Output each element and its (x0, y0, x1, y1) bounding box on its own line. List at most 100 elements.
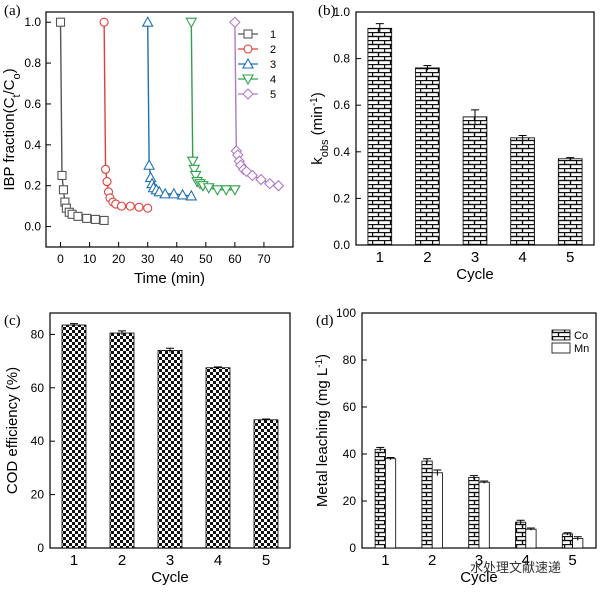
bar-cycle-5 (253, 419, 279, 549)
legend-label-2: 2 (270, 44, 276, 56)
y-tick-label: 0.2 (333, 191, 350, 205)
panel-c-bar-chart: 0 20 40 60 80 1 2 3 4 5 Cycle (c) COD efficiency (%) (4, 312, 291, 586)
data-point-series-4 (185, 17, 198, 29)
y-axis-label-sup: -1 (309, 97, 320, 106)
x-tick-label: 5 (262, 552, 270, 569)
y-tick-label-a: 1.0 (24, 15, 41, 29)
y-tick-label: 0 (349, 541, 356, 555)
panel-label: (c) (4, 313, 21, 329)
y-tick-label: 0.8 (333, 52, 350, 66)
bar-Co-cycle-5 (561, 533, 574, 549)
data-point-series-3 (167, 187, 180, 199)
data-point-series-5 (229, 16, 241, 28)
data-point-series-3 (159, 187, 172, 199)
y-axis-label-sup: -1 (314, 359, 325, 368)
y-tick-label: 100 (336, 306, 356, 320)
data-point-series-5 (255, 173, 267, 186)
x-tick-label: 2 (423, 249, 431, 266)
bar-Mn-cycle-1 (384, 458, 397, 549)
data-point-series-1 (73, 211, 83, 221)
x-axis-label: Cycle (460, 569, 498, 586)
legend-label-Mn: Mn (574, 343, 589, 355)
legend-marker-1 (243, 29, 253, 39)
y-tick-label: 0.4 (333, 145, 350, 159)
data-point-series-4 (186, 156, 199, 168)
x-tick-label: 1 (376, 249, 384, 266)
y-tick-label: 20 (31, 488, 45, 502)
bar-cycle-4 (205, 367, 231, 549)
bar-Mn-cycle-3 (478, 481, 490, 549)
data-point-series-4 (202, 183, 215, 194)
data-point-series-3 (185, 189, 198, 201)
bar-Co-cycle-2 (421, 460, 433, 549)
y-tick-label-a: 0.2 (24, 179, 41, 193)
data-point-series-3 (153, 185, 166, 197)
y-axis-label-part: (min (309, 106, 326, 139)
data-point-series-4 (211, 185, 224, 196)
x-tick-label: 1 (70, 552, 78, 569)
legend-swatch-Co (551, 329, 571, 341)
data-point-series-2 (117, 201, 127, 211)
watermark-text: 水处理文献速递 (470, 561, 561, 576)
y-axis-label-part: /C (1, 79, 18, 94)
x-axis-label-a: Time (min) (134, 270, 205, 287)
legend-label-Co: Co (574, 330, 588, 342)
y-axis-label-part: k (309, 157, 326, 165)
legend-marker-5 (242, 88, 254, 100)
data-point-series-1 (58, 185, 68, 195)
x-axis-label: Cycle (456, 266, 494, 283)
plot-frame-a (45, 11, 294, 248)
panel-b-bar-chart: 0.0 0.2 0.4 0.6 0.8 1.0 1 2 3 4 5 Cycle (b) kobs (min… (309, 3, 595, 283)
y-axis-label-c: COD efficiency (%) (4, 367, 21, 494)
bar-cycle-2 (415, 67, 440, 246)
data-point-series-5 (263, 177, 276, 190)
series-line-4 (190, 22, 235, 191)
data-point-series-4 (189, 170, 202, 182)
y-tick-label: 40 (343, 447, 357, 461)
data-point-series-3 (143, 159, 156, 170)
data-point-series-4 (220, 185, 233, 196)
data-point-series-2 (99, 17, 109, 27)
panel-label-a: (a) (4, 3, 21, 19)
y-tick-label: 0.6 (333, 98, 350, 112)
y-tick-label: 0 (37, 541, 44, 555)
data-point-series-2 (143, 203, 153, 213)
data-point-series-3 (141, 16, 154, 27)
y-axis-label-a: IBP fraction(Ct/Co) (1, 68, 23, 190)
bar-cycle-4 (510, 137, 535, 246)
panel-a-line-chart: 0 10 20 30 40 50 60 70 0.0 0.2 0.4 0.6 0.8 1.0 Time (m… (1, 3, 294, 287)
x-tick-label: 4 (518, 249, 526, 266)
x-tick-label-a: 70 (257, 252, 271, 266)
legend-marker-3 (242, 57, 254, 69)
x-tick-label-a: 30 (141, 252, 155, 266)
panel-label: (d) (316, 313, 334, 329)
legend-marker-4 (242, 74, 254, 86)
y-tick-label: 60 (343, 400, 357, 414)
x-tick-label-a: 10 (83, 252, 97, 266)
panel-label: (b) (318, 3, 336, 19)
x-tick-label: 4 (522, 552, 530, 569)
x-tick-label: 3 (471, 249, 479, 266)
y-axis-label-part: Metal leaching (mg L (314, 368, 331, 507)
legend-label-1: 1 (270, 29, 276, 41)
y-axis-label-part: IBP fraction(C (1, 97, 18, 190)
bar-Mn-cycle-4 (525, 528, 537, 549)
y-axis-label-d: Metal leaching (mg L-1) (314, 354, 332, 507)
data-point-series-1 (57, 170, 67, 181)
y-tick-label-a: 0.4 (24, 138, 41, 152)
y-axis-label-part: ) (309, 92, 326, 97)
legend-swatch-Mn (551, 342, 571, 354)
y-axis-label-part: ) (1, 68, 18, 73)
legend-label-5: 5 (270, 89, 276, 101)
bar-cycle-5 (557, 158, 583, 246)
y-tick-label: 80 (31, 327, 45, 341)
legend-marker-2 (243, 44, 253, 54)
bar-cycle-1 (61, 324, 87, 549)
y-tick-label: 20 (343, 494, 357, 508)
x-tick-label-a: 0 (57, 252, 64, 266)
bar-Co-cycle-3 (468, 477, 480, 549)
legend-label-4: 4 (270, 74, 276, 86)
y-axis-label-sub: t (11, 94, 23, 97)
series-line-3 (147, 22, 192, 197)
